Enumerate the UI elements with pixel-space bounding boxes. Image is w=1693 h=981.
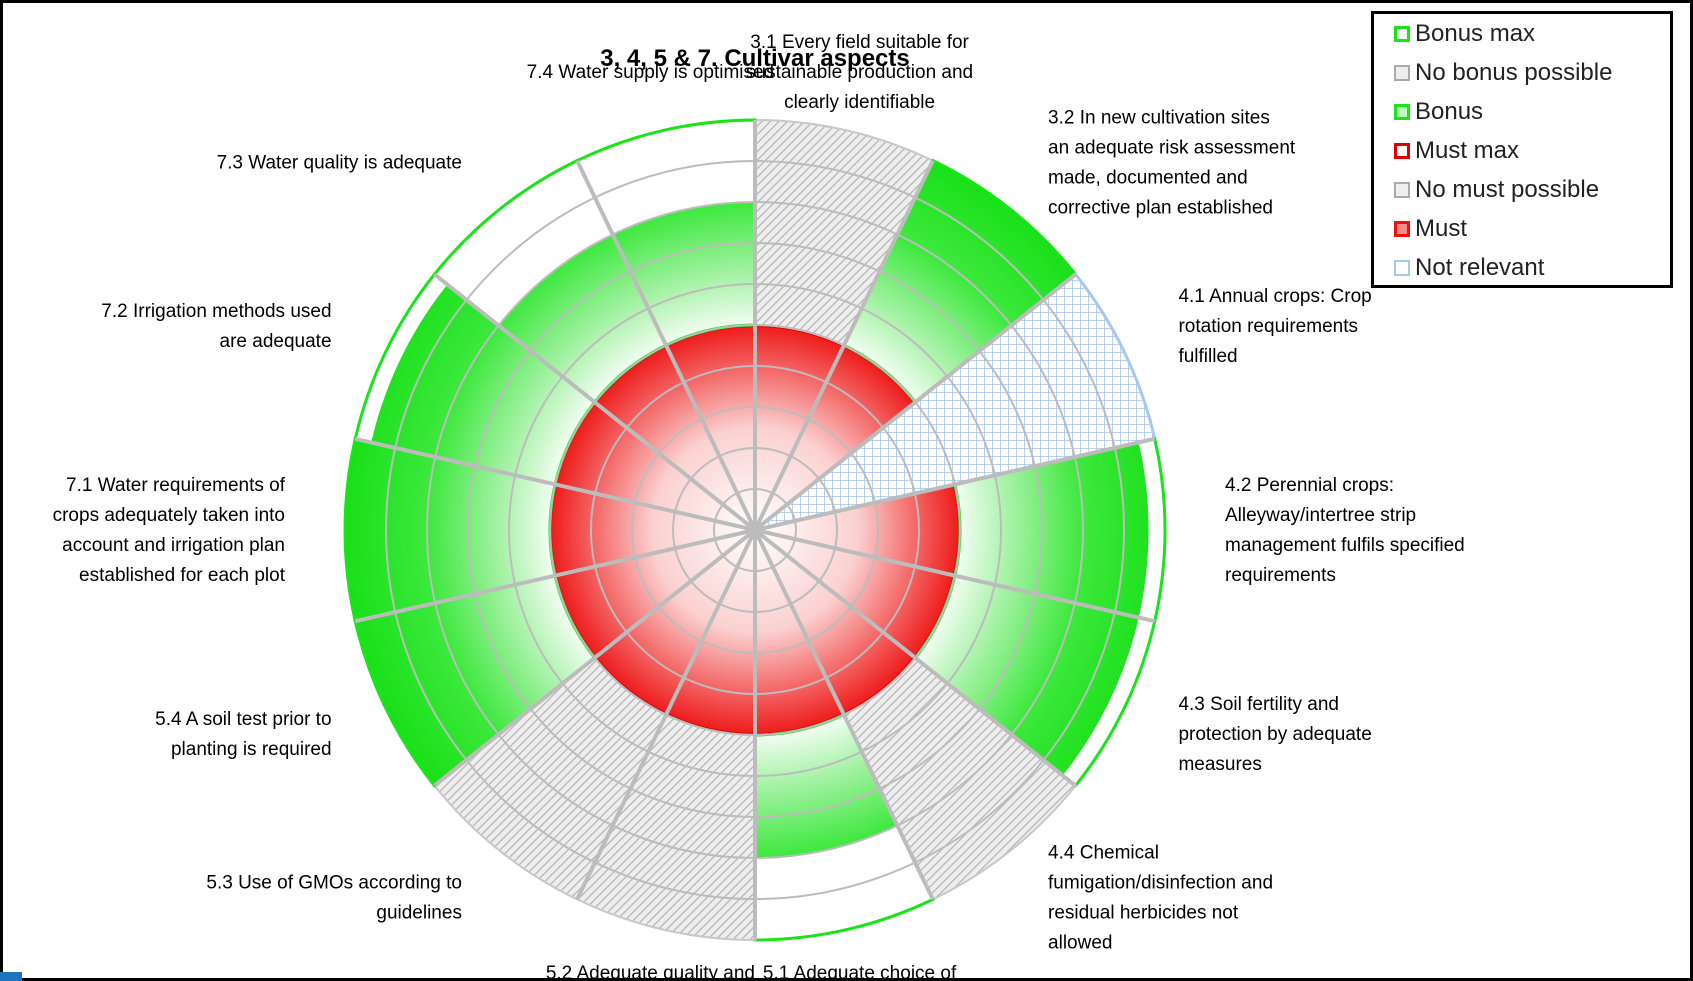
sector-must: [555, 530, 755, 658]
sector-bonus: [498, 234, 667, 403]
legend-item: No must possible: [1374, 170, 1670, 209]
sector-label: 4.1 Annual crops: Crop rotation requireme…: [1178, 286, 1371, 367]
spoke-line: [354, 436, 756, 532]
sector-must: [666, 325, 755, 530]
spoke-line: [433, 528, 757, 788]
spoke-line: [575, 159, 757, 531]
sector-must: [555, 402, 755, 530]
spoke-line: [433, 272, 757, 532]
sector-bonus: [954, 442, 1149, 618]
legend-swatch: [1394, 259, 1410, 276]
legend-item: Must: [1374, 209, 1670, 248]
legend-swatch: [1394, 64, 1410, 81]
sector-bonus: [843, 160, 1076, 403]
legend-label: No must possible: [1415, 175, 1600, 203]
sector-label: 7.2 Irrigation methods used are adequate: [101, 301, 331, 352]
legend-label: Bonus max: [1415, 19, 1536, 47]
sector-must: [549, 484, 755, 576]
sector-label: 4.4 Chemical fumigation/disinfection and r…: [1048, 842, 1273, 953]
sector-must: [755, 530, 844, 735]
legend-item: No bonus possible: [1374, 53, 1670, 92]
legend-label: Bonus: [1415, 97, 1484, 125]
legend-item: Bonus max: [1374, 14, 1670, 53]
sector-label: 5.1 Adequate choice ofcultivars: [763, 963, 957, 981]
sector-must: [755, 484, 960, 576]
sector-label: 3.1 Every field suitable for sustainable …: [746, 32, 973, 113]
sector-bonus: [355, 575, 595, 786]
sector-label: 4.3 Soil fertility and protection by adeq…: [1178, 694, 1371, 775]
sector-bonus: [371, 284, 595, 485]
spoke-line: [753, 272, 1077, 532]
sector-must: [666, 530, 755, 735]
spoke-line: [575, 529, 757, 901]
legend-swatch: [1394, 103, 1410, 120]
spoke-line: [754, 436, 1156, 532]
sector-label: 7.1 Water requirements of crops adequatel…: [53, 475, 286, 586]
legend-swatch: [1394, 220, 1410, 237]
sector-not-relevant: [754, 272, 1157, 532]
sector-bonus: [755, 714, 898, 858]
sector-must: [755, 325, 844, 530]
spoke-line: [754, 528, 1156, 624]
legend-item: Not relevant: [1374, 248, 1670, 287]
spoke-line: [753, 528, 1077, 788]
sector-label: 5.2 Adequate quality andhealth status: [546, 963, 755, 981]
legend-label: Must max: [1415, 136, 1520, 164]
sector-label: 3.2 In new cultivation sites an adequate …: [1048, 108, 1296, 219]
legend-label: No bonus possible: [1415, 58, 1613, 86]
sector-bonus: [612, 202, 755, 346]
sector-label: 7.4 Water supply is optimised: [527, 62, 774, 83]
legend-item: Bonus: [1374, 92, 1670, 131]
sector-must: [755, 530, 955, 658]
sector-bonus: [345, 438, 556, 622]
chart-title: 3, 4, 5 & 7. Cultivar aspects: [600, 45, 909, 72]
legend-swatch: [1394, 142, 1410, 159]
sector-label: 5.3 Use of GMOs according to guidelines: [206, 872, 462, 923]
sector-bonus: [915, 575, 1139, 776]
chart-legend: Bonus max No bonus possible Bonus Must max N…: [1371, 11, 1673, 288]
sector-label: 4.2 Perennial crops: Alleyway/intertree s…: [1225, 475, 1465, 586]
spoke-line: [354, 528, 756, 624]
spoke-line: [753, 159, 935, 531]
sector-label: 7.3 Water quality is adequate: [217, 153, 462, 174]
legend-label: Must: [1415, 214, 1468, 242]
legend-swatch: [1394, 25, 1410, 42]
corner-tab: [0, 972, 22, 981]
legend-label: Not relevant: [1415, 253, 1545, 281]
legend-item: Must max: [1374, 131, 1670, 170]
sector-label: 5.4 A soil test prior to planting is requ…: [155, 709, 331, 760]
spoke-line: [753, 529, 935, 901]
legend-swatch: [1394, 181, 1410, 198]
